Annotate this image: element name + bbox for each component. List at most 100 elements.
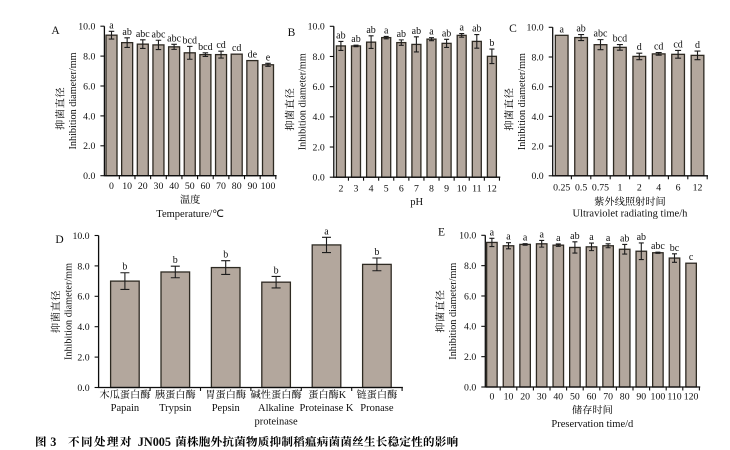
svg-text:12: 12 [693,183,703,194]
svg-text:cd: cd [232,43,241,54]
svg-text:a: a [429,27,434,38]
svg-text:0.75: 0.75 [592,183,609,194]
svg-text:a: a [384,25,389,36]
svg-text:d: d [637,42,642,53]
svg-text:8.0: 8.0 [531,52,543,63]
svg-text:8.0: 8.0 [83,52,95,63]
svg-text:0.0: 0.0 [531,171,543,182]
svg-text:0.0: 0.0 [77,383,89,394]
svg-text:0.5: 0.5 [575,183,587,194]
svg-text:bc: bc [670,243,680,254]
svg-text:B: B [288,27,296,39]
svg-text:6.0: 6.0 [464,291,476,302]
svg-text:Inhibition diameter/mm: Inhibition diameter/mm [298,53,309,150]
svg-text:10.0: 10.0 [78,22,95,33]
svg-text:80: 80 [232,181,242,192]
svg-text:30: 30 [154,181,164,192]
svg-text:ab: ab [472,24,481,35]
svg-text:bcd: bcd [198,42,212,53]
svg-text:0.0: 0.0 [464,382,476,393]
svg-text:a: a [506,232,511,243]
svg-text:e: e [266,52,271,63]
svg-text:8.0: 8.0 [77,261,89,272]
svg-text:ab: ab [442,28,451,39]
svg-text:bcd: bcd [183,35,197,46]
svg-text:5: 5 [384,184,389,195]
svg-text:K: K [339,390,347,401]
svg-text:60: 60 [587,392,597,403]
svg-text:2.0: 2.0 [531,142,543,153]
svg-text:1: 1 [617,183,622,194]
svg-text:c: c [689,252,694,263]
svg-text:2: 2 [338,184,343,195]
svg-text:70: 70 [603,392,613,403]
svg-text:a: a [539,229,544,240]
svg-text:90: 90 [247,181,257,192]
svg-text:Papain: Papain [111,403,140,414]
svg-text:Inhibition diameter/mm: Inhibition diameter/mm [448,263,459,360]
svg-text:ab: ab [570,231,579,242]
svg-text:7: 7 [414,184,419,195]
svg-text:ab: ab [576,24,585,35]
svg-text:9: 9 [444,184,449,195]
svg-text:110: 110 [667,392,681,403]
svg-text:b: b [122,262,127,273]
svg-text:50: 50 [570,392,580,403]
svg-text:ab: ab [412,26,421,37]
svg-text:4.0: 4.0 [531,112,543,123]
svg-text:bcd: bcd [613,34,627,45]
svg-text:120: 120 [684,392,699,403]
svg-text:Ultraviolet radiating time/h: Ultraviolet radiating time/h [573,209,689,220]
svg-text:Inhibition diameter/mm: Inhibition diameter/mm [68,52,79,149]
svg-text:70: 70 [216,181,226,192]
svg-text:D: D [55,234,63,246]
svg-text:0: 0 [489,392,494,403]
svg-text:a: a [109,20,114,31]
svg-text:90: 90 [636,392,646,403]
svg-text:a: a [559,24,564,35]
svg-text:Pronase: Pronase [360,403,394,414]
svg-text:proteinase: proteinase [255,416,298,427]
svg-text:2: 2 [637,183,642,194]
svg-text:6: 6 [676,183,681,194]
svg-text:40: 40 [553,392,563,403]
svg-text:30: 30 [537,392,547,403]
svg-text:100: 100 [261,181,276,192]
svg-text:b: b [374,247,379,258]
svg-text:Trypsin: Trypsin [159,403,192,414]
svg-text:a: a [556,233,561,244]
svg-text:Proteinase K: Proteinase K [300,403,354,414]
svg-text:2.0: 2.0 [77,353,89,364]
svg-text:10: 10 [122,181,132,192]
svg-text:b: b [274,265,279,276]
svg-text:6.0: 6.0 [83,81,95,92]
svg-text:0.0: 0.0 [83,171,95,182]
svg-text:6.0: 6.0 [531,82,543,93]
svg-text:Inhibition diameter/mm: Inhibition diameter/mm [64,263,75,360]
svg-text:a: a [606,233,611,244]
svg-text:8: 8 [429,184,434,195]
svg-text:6: 6 [399,184,404,195]
svg-text:11: 11 [472,184,482,195]
svg-text:10.0: 10.0 [459,231,476,242]
svg-text:d: d [695,40,700,51]
svg-text:0.0: 0.0 [313,173,325,184]
svg-text:2.0: 2.0 [83,141,95,152]
svg-text:Inhibition diameter/mm: Inhibition diameter/mm [517,53,528,150]
svg-text:3: 3 [50,435,56,449]
svg-text:ab: ab [397,29,406,40]
svg-text:pH: pH [410,197,423,208]
svg-text:10: 10 [504,392,514,403]
svg-text:10.0: 10.0 [527,23,544,34]
svg-text:10.0: 10.0 [308,22,325,33]
svg-text:b: b [489,38,494,49]
svg-text:20: 20 [138,181,148,192]
svg-text:4.0: 4.0 [77,322,89,333]
svg-text:2.0: 2.0 [464,352,476,363]
svg-text:4: 4 [369,184,374,195]
svg-text:a: a [324,226,329,237]
svg-text:b: b [173,255,178,266]
svg-text:a: a [459,23,464,34]
svg-text:0: 0 [109,181,114,192]
svg-text:abc: abc [152,29,166,40]
